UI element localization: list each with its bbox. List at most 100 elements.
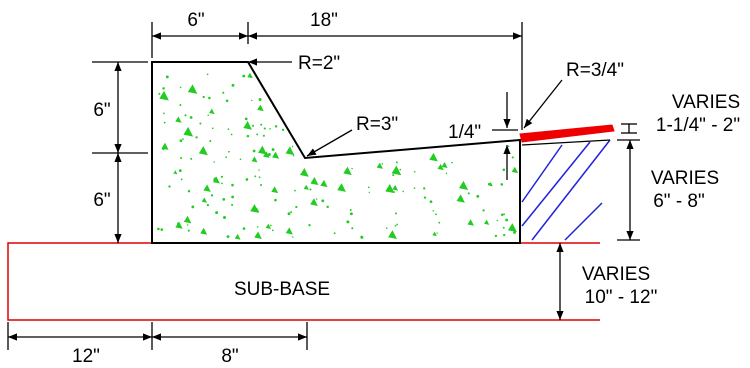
aggregate-speck [513,231,516,234]
aggregate-speck [349,212,353,216]
aggregate-speck [396,223,398,226]
aggregate-stone [437,163,444,171]
aggregate-speck [227,128,230,130]
aggregate-speck [206,203,210,207]
aggregate-speck [199,122,202,125]
aggregate-speck [195,136,198,139]
aggregate-speck [180,178,183,181]
aggregate-stone [392,184,399,191]
bottom-dimension-lines [7,322,308,350]
aggregate-stone [265,223,271,229]
aggregate-stone [300,168,309,177]
aggregate-stone [263,151,270,158]
aggregate-speck [476,194,480,198]
aggregate-stone [234,233,241,240]
aggregate-speck [215,211,219,215]
aggregate-stone [285,227,293,235]
aggregate-stone [310,176,319,186]
fill-varies-label: VARIES [651,168,719,189]
aggregate-stone [320,179,328,188]
aggregate-speck [242,227,246,230]
aggregate-speck [333,232,336,235]
aggregate-speck [494,234,498,238]
aggregate-speck [321,199,325,203]
aggregate-speck [262,134,265,137]
aggregate-stone [247,72,253,79]
aggregate-speck [292,154,295,157]
aggregate-stone [203,184,211,192]
fill-dimension [617,139,640,241]
aggregate-speck [211,127,214,130]
aggregate-speck [258,176,261,179]
aggregate-speck [179,139,183,143]
aggregate-speck [163,121,166,124]
top-dimension-lines [151,22,523,130]
aggregate-stone [391,165,402,176]
radius-mid-label: R=3" [356,114,398,135]
aggregate-speck [292,236,294,238]
aggregate-speck [507,145,510,148]
aggregate-speck [191,205,195,209]
aggregate-speck [254,175,257,178]
dim-bottom-left: 12" [72,346,100,367]
aggregate-speck [252,149,256,153]
aggregate-speck [500,183,504,186]
aggregate-speck [503,233,506,237]
aggregate-stone [511,166,519,174]
aggregate-speck [423,196,427,199]
aggregate-speck [231,83,235,87]
aggregate-stone [198,146,208,156]
aggregate-speck [179,103,182,107]
aggregate-speck [502,226,505,229]
fill-range-label: 6" - 8" [653,191,705,212]
concrete-curb [151,61,521,244]
aggregate-speck [208,96,211,100]
aggregate-speck [351,227,354,230]
aggregate-speck [451,161,453,164]
aggregate-speck [315,198,318,200]
aggregate-speck [360,235,363,238]
aggregate-stone [212,176,220,184]
aggregate-speck [281,128,285,131]
dim-bottom-right: 8" [221,346,238,367]
aggregate-speck [210,194,214,197]
aggregate-speck [244,117,248,121]
overlay-dimension [621,123,637,134]
aggregate-stone [388,230,397,239]
aggregate-speck [393,191,395,193]
aggregate-speck [221,182,223,185]
aggregate-speck [269,224,272,227]
aggregate-speck [392,174,395,177]
aggregate-speck [178,169,182,173]
radius-top-label: R=2" [298,53,340,74]
subbase-range-label: 10" - 12" [585,287,658,308]
aggregate-speck [368,191,371,194]
aggregate-speck [163,112,165,115]
aggregate-speck [225,156,228,159]
aggregate-stone [243,121,252,130]
aggregate-speck [482,209,485,212]
aggregate-speck [157,227,160,231]
aggregate-stone [429,152,438,162]
aggregate-stone [303,184,309,190]
left-dimension-lines [92,61,148,243]
overlay-range-label: 1-1/4" - 2" [656,115,740,136]
aggregate-stone [458,180,469,191]
overlay-varies-label: VARIES [672,92,740,113]
aggregate-speck [239,158,242,161]
dim-top-right: 18" [310,10,338,31]
aggregate-speck [445,172,448,175]
aggregate-stone [343,166,352,176]
aggregate-speck [259,183,263,187]
aggregate-speck [429,200,433,204]
aggregate-speck [226,235,230,239]
aggregate-speck [500,213,504,216]
aggregate-stone [441,162,448,169]
aggregate-speck [346,220,350,224]
aggregate-stone [271,186,279,194]
hatched-fill-area [521,139,611,241]
aggregate-speck [394,224,397,227]
aggregate-speck [231,195,235,199]
aggregate-stone [484,219,490,225]
aggregate-speck [381,163,384,165]
